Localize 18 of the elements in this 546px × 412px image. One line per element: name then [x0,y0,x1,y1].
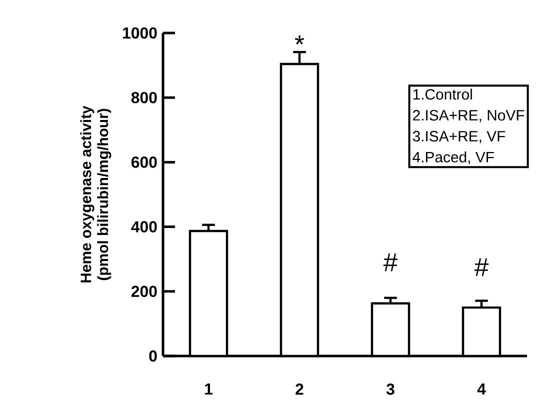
x-tick-label: 2 [296,384,304,395]
x-tick-label: 1 [205,384,212,394]
y-axis-title: Heme oxygenase activity (pmol bilirubin/mg/hour) [80,106,112,282]
annotation: # [383,253,398,272]
annotation: * [294,35,304,44]
y-tick-label: 0 [149,350,157,362]
annotation: # [474,258,489,276]
annotation: 4.Paced, VF [412,151,494,164]
y-tick-label: 1000 [123,27,157,39]
y-tick-label: 400 [131,221,157,232]
annotation: 1.Control [413,88,472,100]
annotation: 2.ISA+RE, NoVF [413,110,524,122]
y-tick-label: 200 [131,286,157,298]
x-tick-label: 3 [386,384,394,395]
y-tick-label: 600 [131,156,157,168]
x-tick-label: 4 [477,384,486,394]
y-tick-label: 800 [131,92,157,104]
annotation: 3.ISA+RE, VF [412,130,506,144]
